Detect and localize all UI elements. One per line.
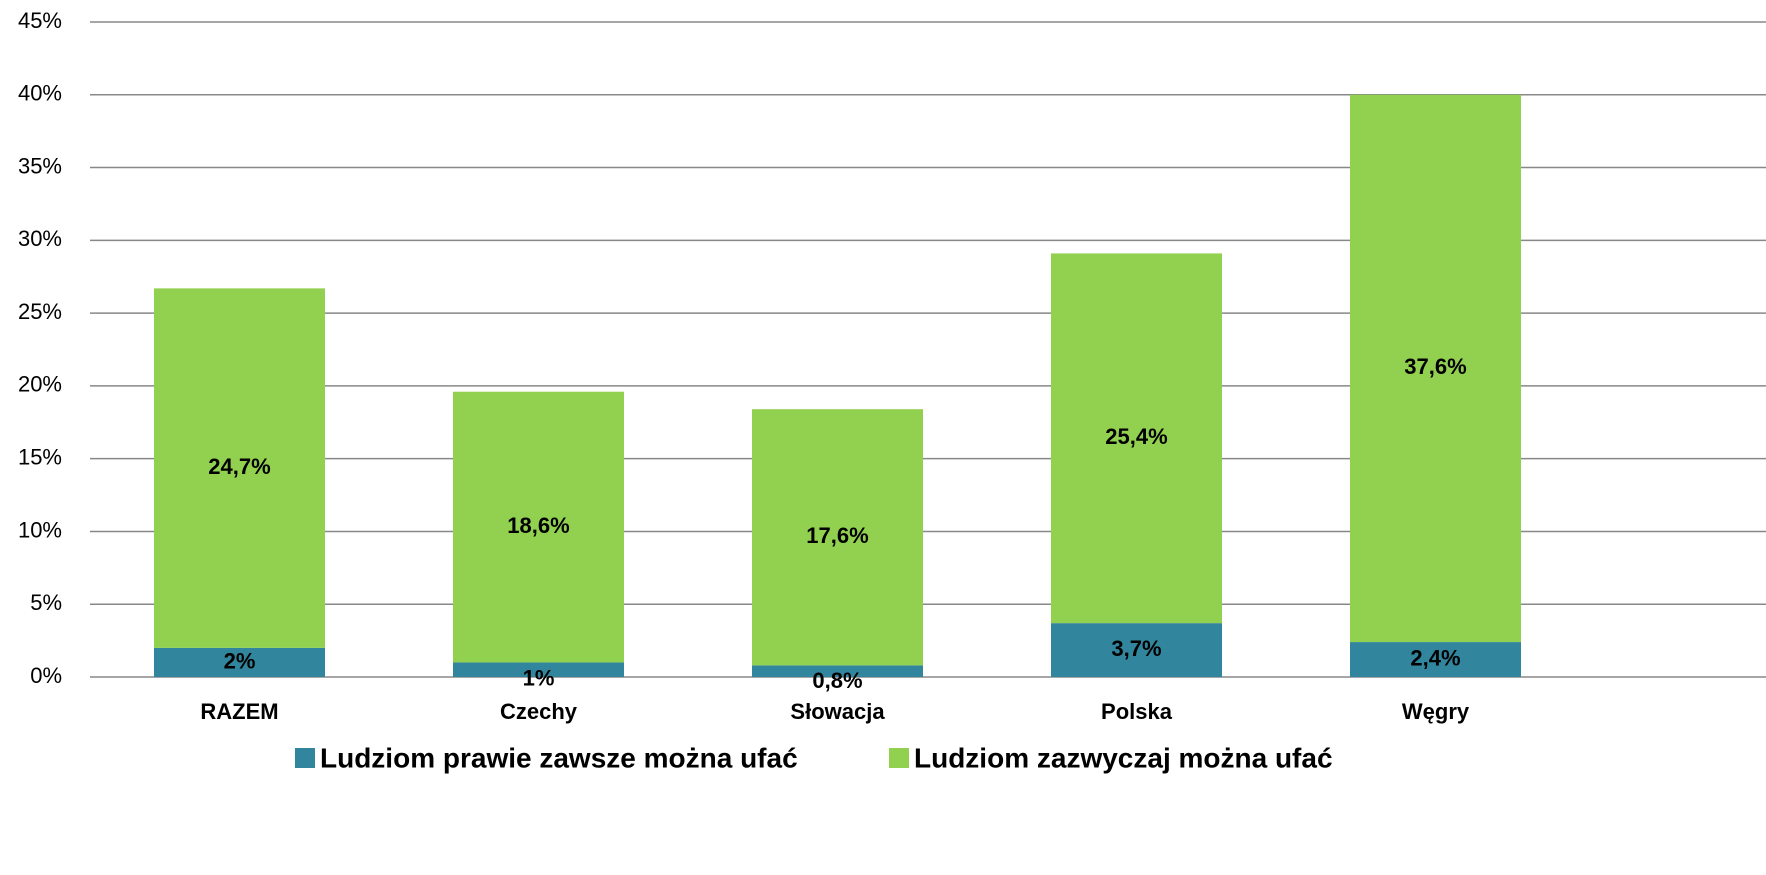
legend-label: Ludziom zazwyczaj można ufać xyxy=(914,742,1333,773)
data-label: 2% xyxy=(224,648,256,673)
x-tick-label: RAZEM xyxy=(200,699,278,724)
data-label: 0,8% xyxy=(812,668,862,693)
x-tick-label: Węgry xyxy=(1402,699,1470,724)
data-label: 37,6% xyxy=(1404,354,1466,379)
bar-segment xyxy=(1350,94,1521,643)
data-label: 25,4% xyxy=(1105,424,1167,449)
data-label: 3,7% xyxy=(1111,636,1161,661)
x-tick-label: Słowacja xyxy=(790,699,885,724)
y-tick-label: 15% xyxy=(18,444,62,469)
data-label: 24,7% xyxy=(208,454,270,479)
legend-label: Ludziom prawie zawsze można ufać xyxy=(320,742,798,773)
legend-swatch xyxy=(889,748,909,768)
bar-segment xyxy=(1051,253,1222,624)
legend-swatch xyxy=(295,748,315,768)
x-tick-label: Czechy xyxy=(500,699,578,724)
y-tick-label: 25% xyxy=(18,299,62,324)
y-tick-label: 30% xyxy=(18,226,62,251)
bar-segment xyxy=(1350,642,1521,677)
bar-segment xyxy=(752,409,923,666)
data-label: 1% xyxy=(523,665,555,690)
bar-segment xyxy=(453,391,624,663)
data-label: 17,6% xyxy=(806,523,868,548)
y-tick-label: 20% xyxy=(18,372,62,397)
y-tick-label: 10% xyxy=(18,517,62,542)
bar-segment xyxy=(154,288,325,648)
y-tick-label: 35% xyxy=(18,153,62,178)
bar-segment xyxy=(1051,623,1222,677)
bar-segment xyxy=(154,647,325,677)
data-label: 18,6% xyxy=(507,513,569,538)
bar-segment xyxy=(453,662,624,677)
y-tick-label: 40% xyxy=(18,81,62,106)
y-tick-label: 5% xyxy=(30,590,62,615)
y-tick-label: 45% xyxy=(18,8,62,33)
y-tick-label: 0% xyxy=(30,663,62,688)
x-tick-label: Polska xyxy=(1101,699,1173,724)
bar-segment xyxy=(752,665,923,677)
data-label: 2,4% xyxy=(1410,645,1460,670)
